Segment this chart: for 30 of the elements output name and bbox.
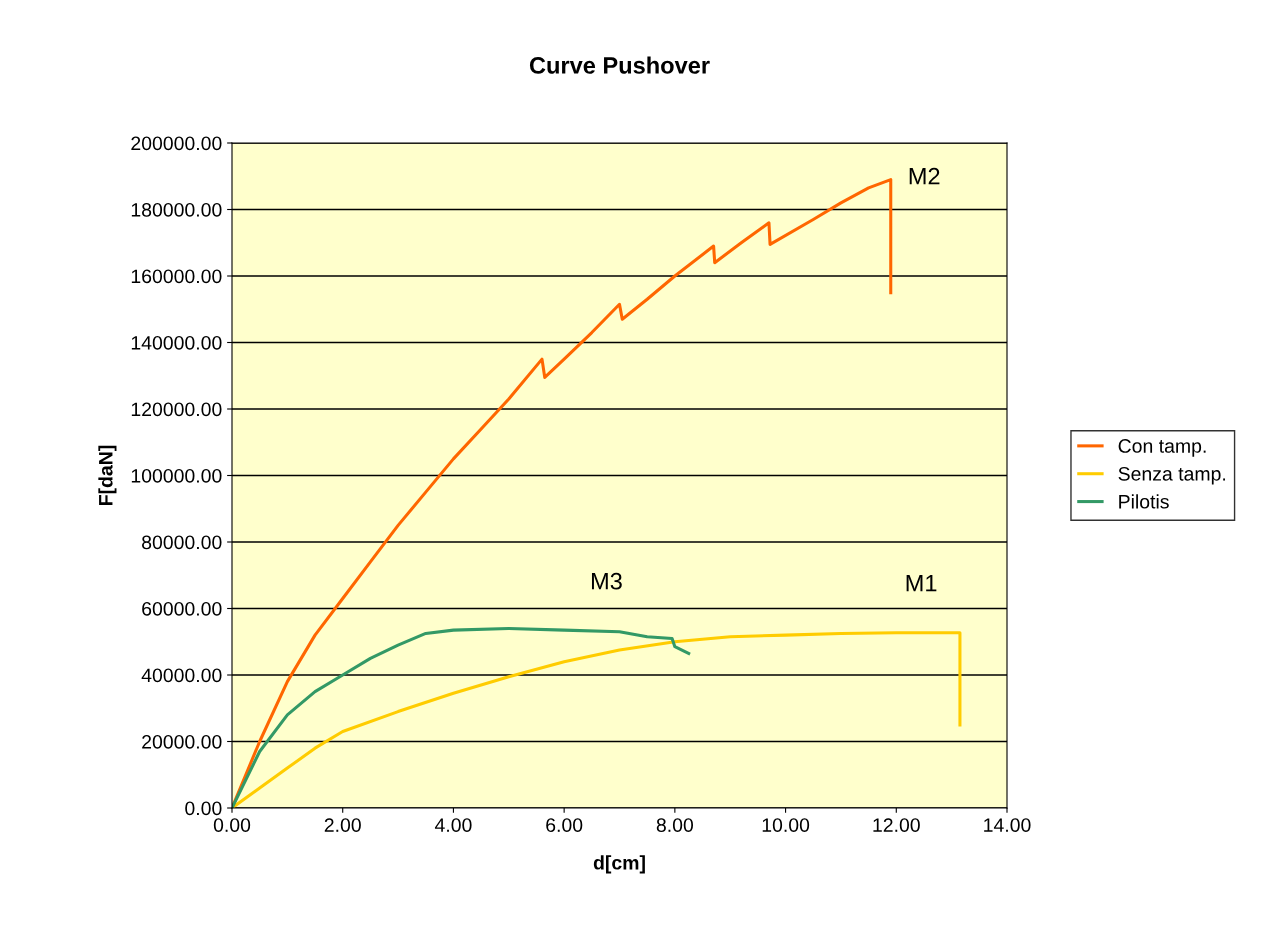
y-tick-label: 60000.00 [142, 601, 222, 616]
legend-label: Senza tamp. [1118, 466, 1226, 485]
y-tick-label: 100000.00 [131, 468, 222, 483]
x-tick-label: 0.00 [213, 818, 251, 832]
y-tick-label: 80000.00 [142, 535, 222, 550]
y-tick-label: 20000.00 [142, 734, 222, 749]
line-series [232, 631, 962, 808]
line-series [232, 626, 691, 808]
y-tick-label: 180000.00 [131, 202, 222, 217]
y-tick-label: 140000.00 [131, 335, 222, 350]
annotation: M2 [909, 167, 940, 185]
y-axis-title: F[daN] [98, 445, 117, 505]
x-tick-label: 4.00 [434, 818, 472, 832]
x-tick-label: 14.00 [984, 818, 1031, 832]
y-tick-label: 200000.00 [131, 136, 222, 151]
y-tick-label: 160000.00 [131, 269, 222, 284]
annotation: M3 [591, 572, 622, 590]
x-axis-title: d[cm] [593, 855, 645, 874]
x-tick-label: 12.00 [873, 818, 920, 832]
y-tick-label: 120000.00 [131, 402, 222, 417]
x-tick-label: 2.00 [324, 818, 361, 832]
legend-label: Con tamp. [1118, 439, 1206, 457]
x-tick-label: 8.00 [656, 818, 694, 832]
x-tick-label: 10.00 [762, 818, 810, 832]
legend-label: Pilotis [1119, 494, 1169, 509]
x-tick-label: 6.00 [546, 818, 583, 832]
y-tick-label: 0.00 [185, 801, 222, 816]
annotation: M1 [906, 575, 937, 592]
chart-title: Curve Pushover [529, 56, 710, 74]
y-tick-label: 40000.00 [141, 668, 222, 683]
